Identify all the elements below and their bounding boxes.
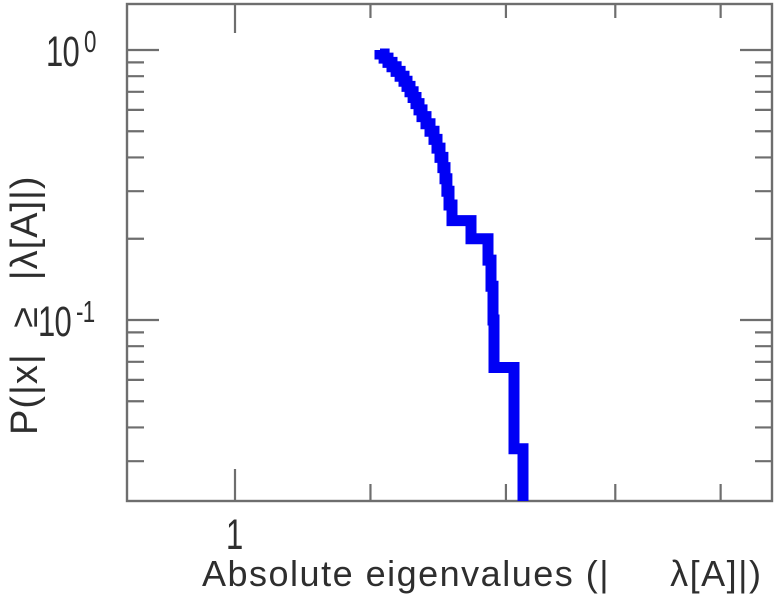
x-axis-label-lambda: λ[A]|)	[670, 553, 763, 594]
y-tick-label-1e0: 10 0	[46, 24, 96, 76]
y-tick-label-1e-1: 10 -1	[38, 294, 95, 346]
y-axis-label: P(|x| ≥ |λ[A]|)	[4, 175, 46, 435]
axis-ticks	[127, 4, 772, 501]
x-axis-label: Absolute eigenvalues (| λ[A]|)	[202, 556, 762, 592]
x-axis-label-text: Absolute eigenvalues (|	[202, 553, 611, 594]
ccdf-step-curve	[374, 48, 529, 501]
x-tick-label-1: 1	[226, 511, 244, 559]
plot-border	[125, 2, 774, 503]
